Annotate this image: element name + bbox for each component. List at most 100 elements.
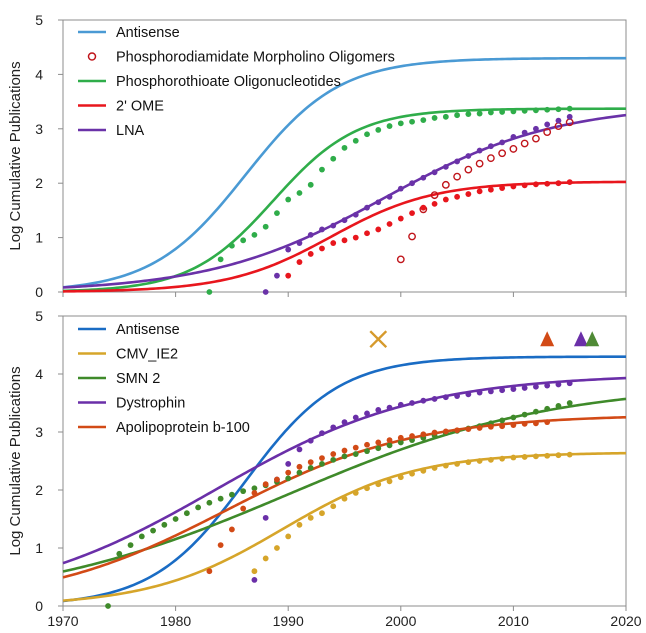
legend-label: Antisense: [116, 322, 180, 338]
data-point: [352, 414, 359, 421]
data-point: [544, 452, 551, 459]
data-point: [420, 204, 427, 211]
data-point: [509, 145, 518, 153]
data-point: [105, 603, 111, 609]
y-tick-label: 1: [35, 230, 43, 246]
data-point: [431, 115, 438, 121]
data-point: [544, 180, 551, 187]
data-point: [544, 405, 551, 412]
data-point: [364, 230, 370, 237]
legend-label: LNA: [116, 123, 145, 139]
data-point: [420, 117, 427, 123]
data-point: [454, 393, 460, 399]
data-point: [307, 437, 314, 444]
data-point: [476, 458, 483, 464]
data-point: [453, 172, 461, 181]
data-point: [127, 542, 134, 548]
data-point: [319, 455, 325, 461]
data-point: [341, 419, 348, 426]
data-point: [454, 461, 460, 467]
curve-dystrophin: [62, 376, 627, 565]
curve-antisense: [62, 355, 627, 603]
x-tick-label: 1980: [160, 613, 191, 629]
data-point: [499, 139, 506, 146]
data-point: [330, 503, 337, 510]
data-point: [330, 424, 337, 431]
data-point: [431, 429, 438, 436]
data-point: [498, 149, 507, 158]
x-marker: [369, 330, 388, 349]
data-point: [430, 191, 439, 200]
data-point: [274, 545, 280, 551]
data-point: [476, 425, 483, 431]
legend-label: Apolipoprotein b-100: [116, 420, 250, 436]
data-point: [150, 527, 156, 534]
y-tick-label: 0: [35, 284, 43, 300]
y-tick-label: 4: [35, 66, 43, 82]
x-tick-label: 2020: [610, 613, 641, 629]
data-point: [409, 180, 415, 187]
data-point: [375, 481, 382, 488]
triangle-marker: [540, 331, 555, 347]
data-point: [285, 533, 292, 540]
data-point: [229, 242, 235, 249]
data-point: [566, 451, 573, 458]
data-point: [341, 144, 348, 151]
data-point: [251, 577, 258, 583]
data-point: [274, 272, 280, 279]
curve-cmv-ie2: [62, 451, 627, 602]
data-point: [409, 118, 415, 125]
data-point: [555, 106, 562, 113]
curve-2-ome: [62, 180, 627, 293]
data-point: [431, 465, 438, 471]
legend-label: 2' OME: [116, 99, 164, 115]
data-point: [375, 199, 382, 206]
y-tick-label: 2: [35, 482, 43, 498]
legend-swatch: [87, 52, 97, 61]
y-axis-label: Log Cumulative Publications: [7, 366, 24, 555]
data-point: [285, 272, 292, 279]
data-point: [262, 555, 269, 562]
legend-label: CMV_IE2: [116, 347, 178, 363]
data-point: [296, 259, 303, 265]
plot-frame: [62, 19, 627, 293]
y-tick-label: 3: [35, 424, 43, 440]
data-point: [442, 113, 449, 120]
data-point: [319, 461, 325, 467]
data-point: [555, 403, 562, 409]
data-point: [566, 105, 573, 112]
y-tick-label: 0: [35, 598, 43, 614]
data-point: [296, 446, 303, 453]
data-point: [487, 109, 494, 116]
data-point: [307, 231, 314, 238]
data-point: [364, 204, 370, 211]
data-point: [510, 183, 517, 190]
data-point: [307, 181, 314, 188]
data-point: [442, 462, 449, 469]
data-point: [543, 128, 552, 136]
data-point: [409, 400, 415, 406]
data-point: [409, 433, 415, 439]
data-point: [386, 221, 393, 227]
data-point: [319, 166, 325, 173]
y-tick-label: 5: [35, 12, 43, 28]
data-point: [341, 237, 348, 244]
data-point: [172, 516, 179, 522]
triangle-marker: [585, 331, 600, 347]
data-point: [510, 414, 517, 421]
data-point: [330, 155, 337, 162]
data-point: [409, 437, 415, 444]
data-point: [533, 107, 539, 114]
data-point: [138, 533, 145, 540]
data-point: [396, 255, 405, 264]
x-tick-label: 2000: [385, 613, 416, 629]
data-point: [307, 465, 314, 471]
data-point: [375, 439, 382, 446]
data-point: [521, 411, 528, 418]
data-point: [319, 510, 325, 517]
data-point: [319, 430, 325, 437]
data-point: [476, 147, 483, 154]
data-point: [307, 514, 314, 521]
data-point: [487, 388, 494, 395]
data-point: [285, 469, 292, 476]
